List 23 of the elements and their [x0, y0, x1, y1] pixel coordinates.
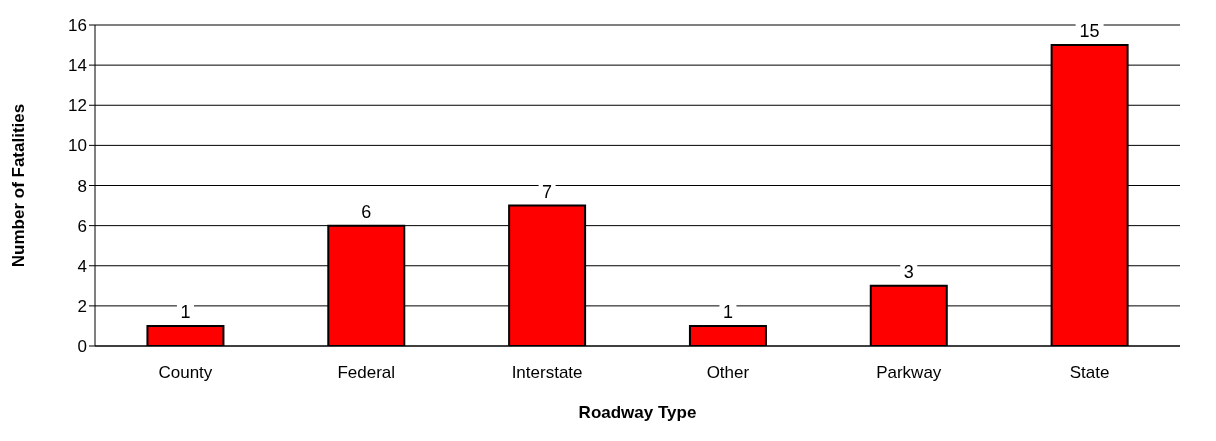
- x-tick-label: State: [1069, 363, 1110, 383]
- data-label: 15: [1079, 21, 1100, 42]
- y-tick-label: 10: [68, 136, 87, 156]
- data-label: 1: [180, 301, 191, 322]
- y-tick-label: 12: [68, 96, 87, 116]
- x-axis-title: Roadway Type: [578, 403, 697, 422]
- y-axis-title: Number of Fatalities: [9, 103, 29, 268]
- y-tick-label: 6: [77, 216, 87, 236]
- x-tick-label: County: [158, 363, 213, 383]
- y-tick-label: 4: [77, 256, 87, 276]
- x-tick-label: Other: [706, 363, 750, 383]
- x-tick-label: Federal: [337, 363, 396, 383]
- y-tick-label: 16: [68, 16, 87, 36]
- data-label: 3: [903, 261, 914, 282]
- y-tick-label: 2: [77, 296, 87, 316]
- x-tick-label: Interstate: [511, 363, 583, 383]
- data-label: 1: [722, 301, 733, 322]
- y-tick-label: 14: [68, 56, 87, 76]
- data-label: 6: [361, 201, 372, 222]
- x-tick-label: Parkway: [876, 363, 942, 383]
- data-label: 7: [542, 181, 553, 202]
- y-tick-label: 8: [77, 176, 87, 196]
- y-tick-label: 0: [77, 337, 87, 357]
